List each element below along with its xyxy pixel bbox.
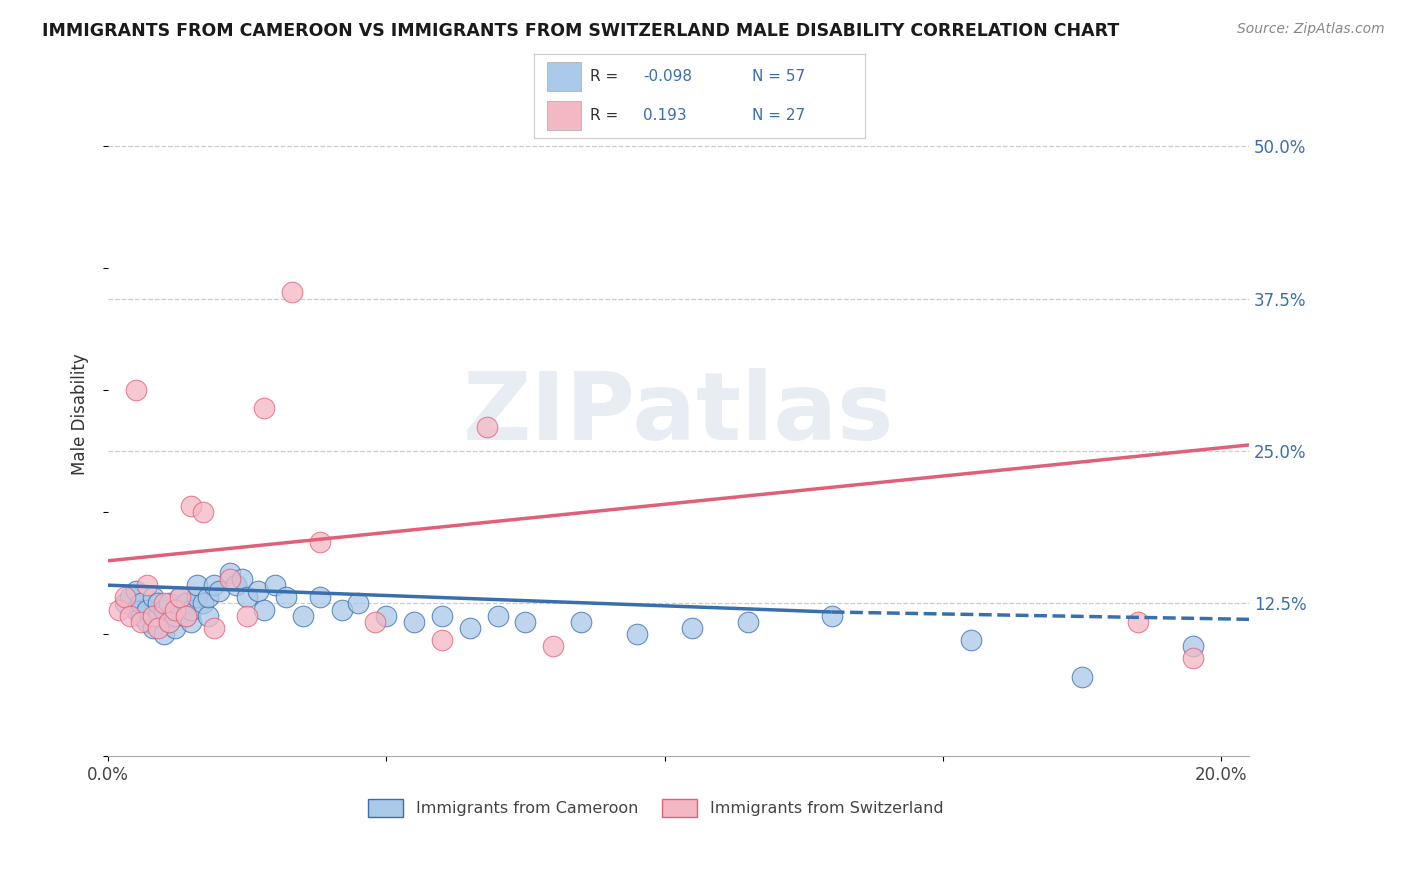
Point	[120, 608, 142, 623]
Point	[125, 584, 148, 599]
Text: 0.193: 0.193	[644, 108, 688, 123]
Point	[682, 621, 704, 635]
Point	[375, 608, 398, 623]
Point	[146, 621, 169, 635]
Point	[152, 602, 174, 616]
Point	[186, 578, 208, 592]
Point	[308, 535, 330, 549]
Point	[821, 608, 844, 623]
Text: R =: R =	[591, 108, 619, 123]
Point	[225, 578, 247, 592]
Point	[626, 627, 648, 641]
Point	[136, 602, 159, 616]
Point	[236, 591, 259, 605]
Point	[131, 597, 153, 611]
Point	[146, 597, 169, 611]
Text: N = 27: N = 27	[752, 108, 806, 123]
Point	[430, 633, 453, 648]
Point	[136, 578, 159, 592]
Point	[191, 597, 214, 611]
Point	[253, 401, 276, 416]
Point	[169, 591, 191, 605]
Point	[308, 591, 330, 605]
Point	[347, 597, 370, 611]
Point	[174, 597, 197, 611]
Point	[276, 591, 298, 605]
Point	[114, 591, 136, 605]
Point	[174, 608, 197, 623]
Text: ZIPatlas: ZIPatlas	[463, 368, 894, 460]
Point	[475, 419, 498, 434]
Point	[169, 602, 191, 616]
Text: R =: R =	[591, 69, 619, 84]
Point	[458, 621, 481, 635]
Point	[197, 608, 219, 623]
Point	[1126, 615, 1149, 629]
Point	[180, 499, 202, 513]
Point	[737, 615, 759, 629]
Point	[197, 591, 219, 605]
Y-axis label: Male Disability: Male Disability	[72, 353, 89, 475]
Point	[486, 608, 509, 623]
Point	[108, 602, 131, 616]
Point	[202, 578, 225, 592]
Point	[404, 615, 426, 629]
Point	[146, 608, 169, 623]
Point	[180, 615, 202, 629]
Text: IMMIGRANTS FROM CAMEROON VS IMMIGRANTS FROM SWITZERLAND MALE DISABILITY CORRELAT: IMMIGRANTS FROM CAMEROON VS IMMIGRANTS F…	[42, 22, 1119, 40]
Point	[1182, 639, 1205, 653]
Point	[569, 615, 592, 629]
Point	[174, 608, 197, 623]
Point	[125, 383, 148, 397]
Point	[430, 608, 453, 623]
Point	[219, 572, 242, 586]
Point	[157, 615, 180, 629]
Point	[163, 608, 186, 623]
Point	[236, 608, 259, 623]
Point	[264, 578, 287, 592]
Point	[231, 572, 253, 586]
Point	[191, 505, 214, 519]
Point	[157, 597, 180, 611]
Bar	[547, 101, 581, 130]
Text: Source: ZipAtlas.com: Source: ZipAtlas.com	[1237, 22, 1385, 37]
Point	[364, 615, 387, 629]
Point	[291, 608, 314, 623]
Point	[120, 591, 142, 605]
Point	[180, 602, 202, 616]
Point	[186, 591, 208, 605]
Point	[152, 597, 174, 611]
Point	[141, 621, 163, 635]
Point	[330, 602, 353, 616]
Point	[163, 602, 186, 616]
Point	[136, 615, 159, 629]
Point	[163, 621, 186, 635]
Point	[152, 627, 174, 641]
Text: N = 57: N = 57	[752, 69, 806, 84]
Point	[1182, 651, 1205, 665]
Point	[141, 608, 163, 623]
Point	[131, 615, 153, 629]
Point	[131, 608, 153, 623]
Point	[114, 597, 136, 611]
Point	[543, 639, 565, 653]
Point	[253, 602, 276, 616]
Point	[280, 285, 302, 300]
Point	[169, 591, 191, 605]
Point	[959, 633, 981, 648]
Point	[141, 591, 163, 605]
Bar	[547, 62, 581, 91]
Point	[125, 602, 148, 616]
Point	[515, 615, 537, 629]
Point	[202, 621, 225, 635]
Text: -0.098: -0.098	[644, 69, 692, 84]
Point	[219, 566, 242, 580]
Point	[208, 584, 231, 599]
Point	[1071, 670, 1094, 684]
Point	[157, 615, 180, 629]
Point	[247, 584, 270, 599]
Legend: Immigrants from Cameroon, Immigrants from Switzerland: Immigrants from Cameroon, Immigrants fro…	[361, 793, 950, 823]
